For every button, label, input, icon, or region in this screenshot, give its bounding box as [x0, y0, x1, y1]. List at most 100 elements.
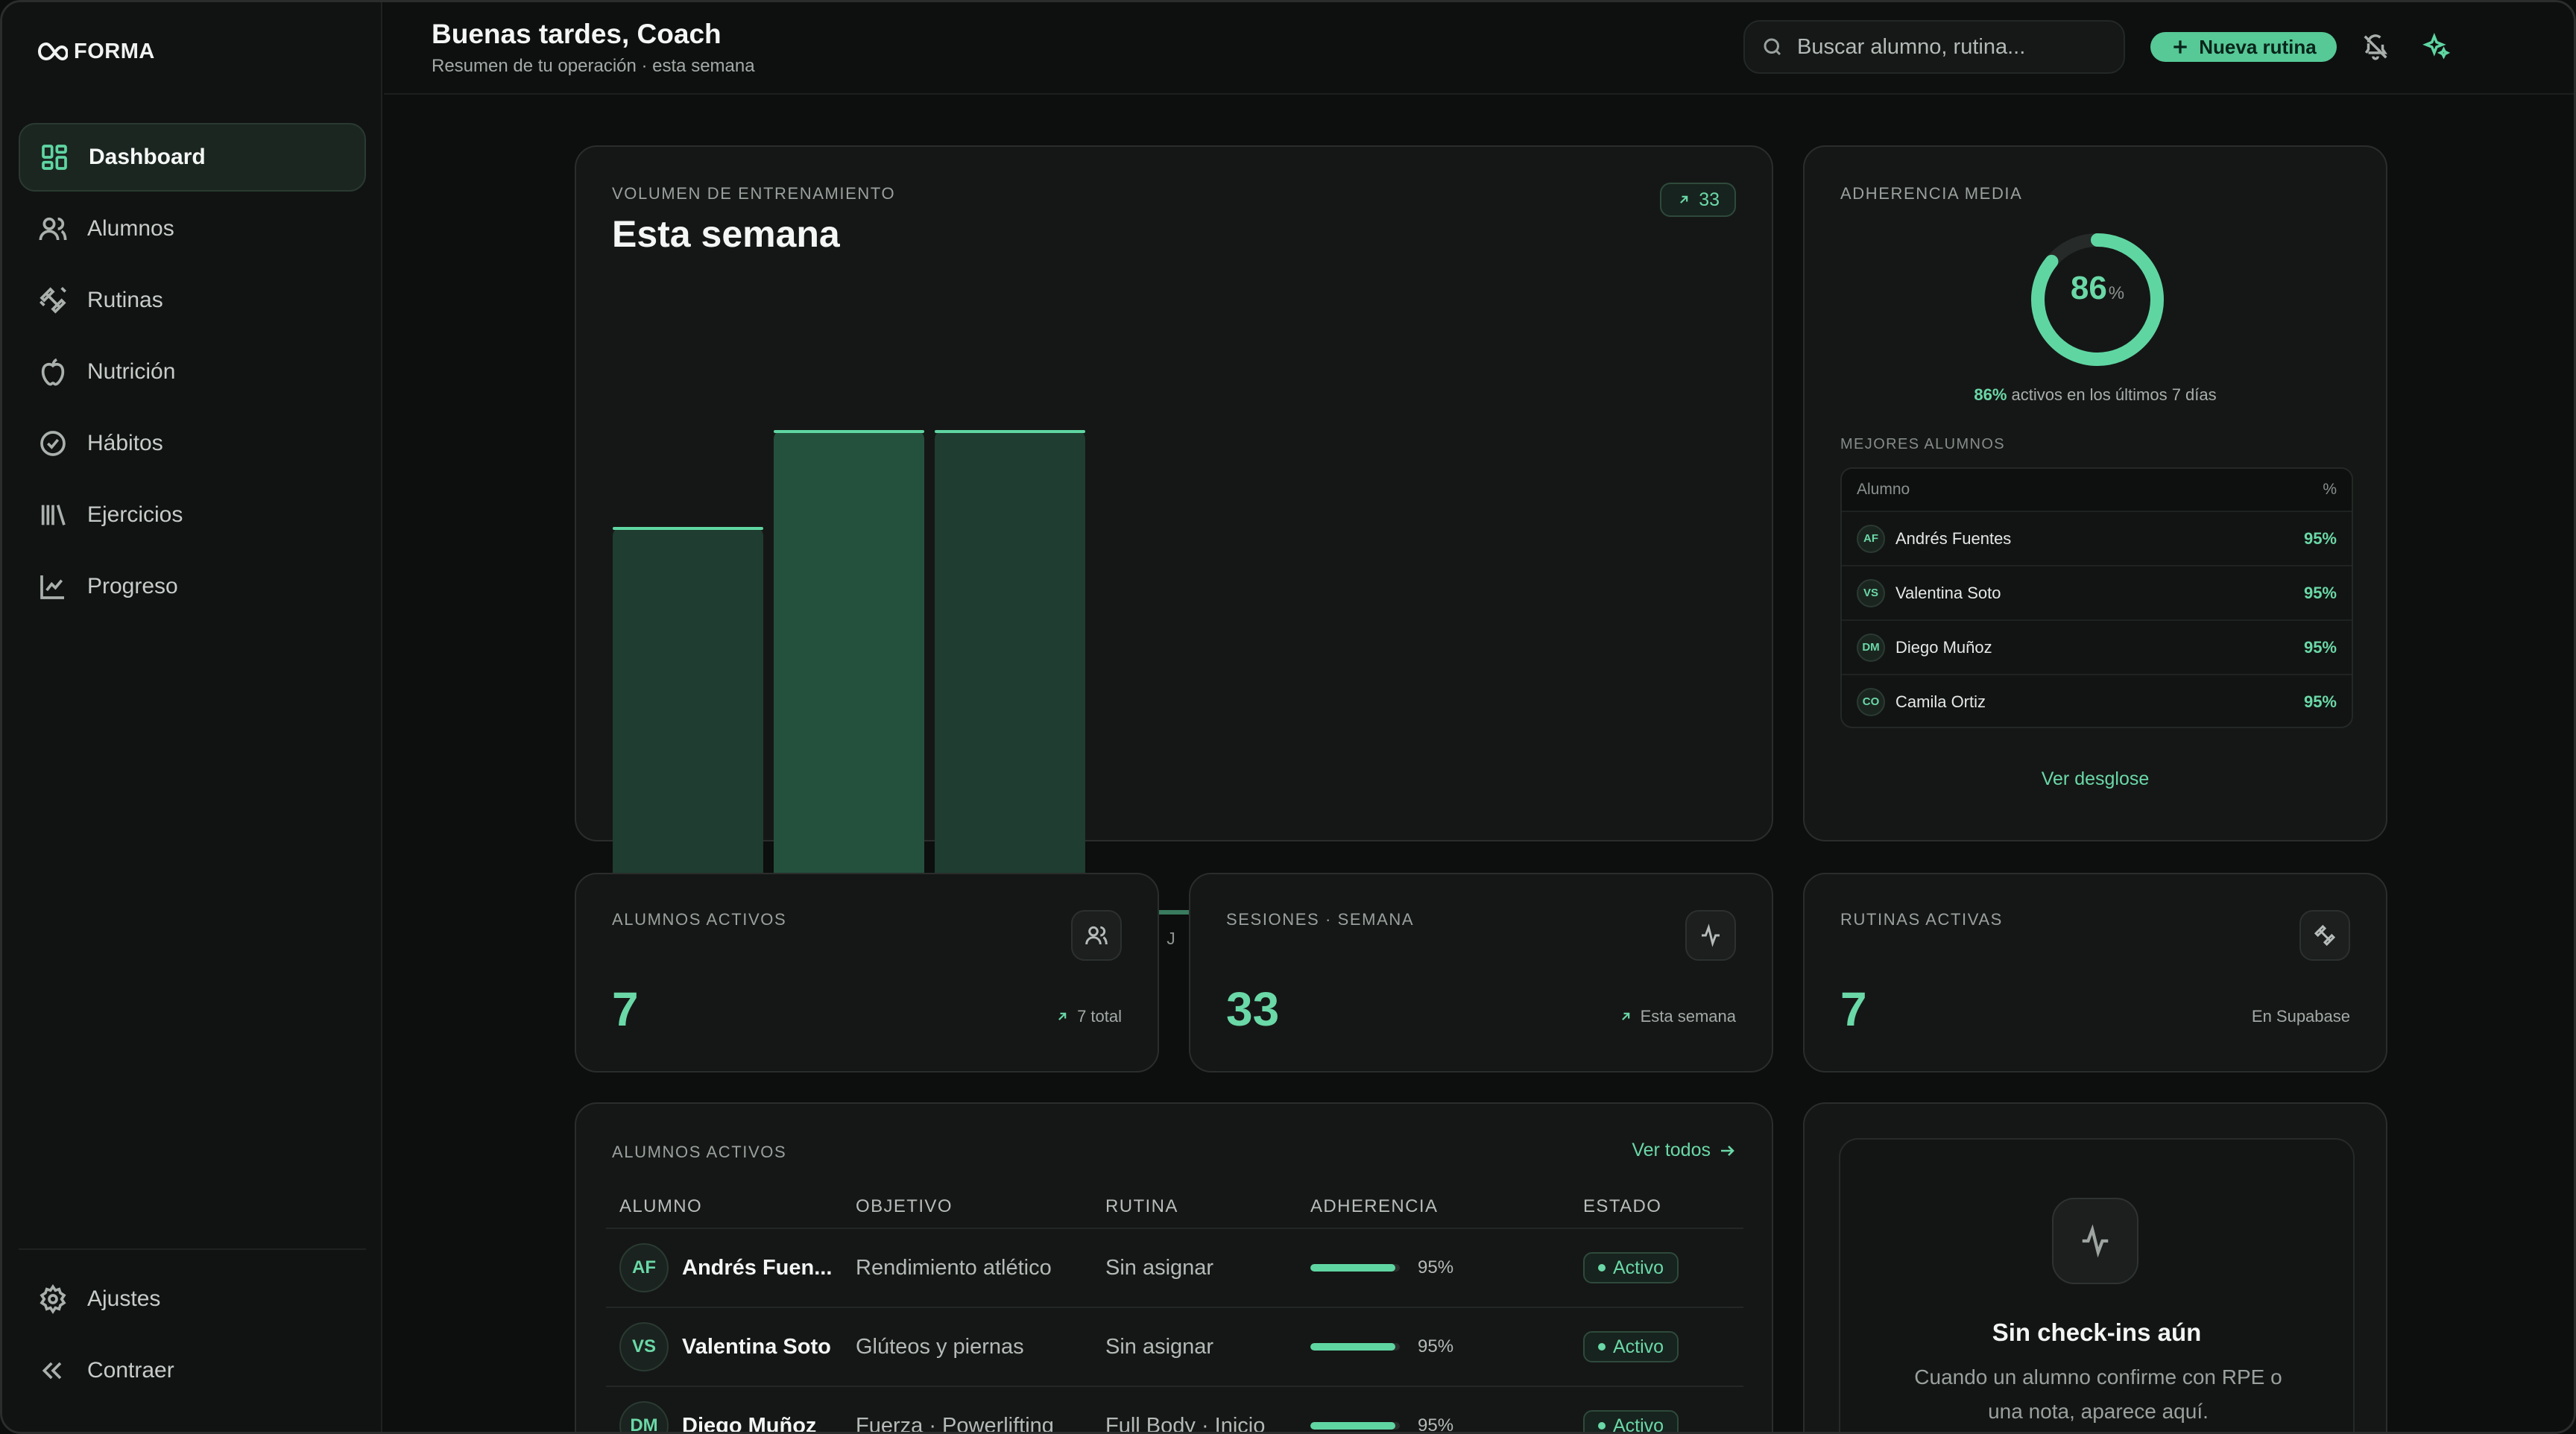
stat-label: RUTINAS ACTIVAS — [1840, 910, 2003, 929]
cell-status: Activo — [1583, 1252, 1743, 1283]
active-students-table-card: ALUMNOS ACTIVOS Ver todos ALUMNO OBJETIV… — [575, 1102, 1773, 1434]
list-item[interactable]: VS Valentina Soto 95% — [1842, 565, 2352, 619]
arrow-up-right-icon — [1058, 1012, 1067, 1020]
stat-icon-box — [1071, 910, 1122, 961]
cell-status: Activo — [1583, 1410, 1743, 1432]
student-name: Diego Muñoz — [1895, 637, 1992, 657]
stat-card-active-routines: RUTINAS ACTIVAS 7 En Supabase — [1803, 873, 2387, 1073]
adherence-bar-fill — [1310, 1343, 1395, 1351]
training-volume-card: VOLUMEN DE ENTRENAMIENTO Esta semana 33 … — [575, 145, 1773, 948]
table-row[interactable]: VS Valentina Soto Glúteos y piernas Sin … — [606, 1308, 1743, 1387]
sidebar-item-label: Nutrición — [87, 359, 176, 384]
sidebar-item-contraer[interactable]: Contraer — [19, 1336, 366, 1405]
cell-student: DM Diego Muñoz — [606, 1401, 856, 1434]
sidebar-item-nutricion[interactable]: Nutrición — [19, 338, 366, 406]
adherence-value: 86 — [2070, 270, 2107, 306]
cell-goal: Rendimiento atlético — [856, 1255, 1052, 1280]
adherence-value: 95% — [1418, 1336, 1454, 1356]
stat-note: 7 total — [1055, 1007, 1122, 1026]
stat-note: En Supabase — [2252, 1007, 2350, 1026]
chart-bar-top-edge — [774, 430, 924, 433]
adherence-caption-text: activos en los últimos 7 días — [2007, 385, 2217, 404]
checkins-icon-box — [2052, 1198, 2138, 1284]
adherence-caption: 86% activos en los últimos 7 días — [1805, 385, 2386, 405]
best-table-header: Alumno % — [1842, 469, 2352, 511]
list-item[interactable]: CO Camila Ortiz 95% — [1842, 674, 2352, 727]
sidebar-item-ajustes[interactable]: Ajustes — [19, 1265, 366, 1333]
view-all-link[interactable]: Ver todos — [1632, 1140, 1736, 1161]
sidebar-item-alumnos[interactable]: Alumnos — [19, 195, 366, 263]
student-name: Camila Ortiz — [1895, 692, 1986, 711]
view-all-label: Ver todos — [1632, 1140, 1711, 1160]
avatar: AF — [619, 1243, 669, 1292]
best-students-title: MEJORES ALUMNOS — [1840, 436, 2006, 452]
adherence-unit: % — [2108, 283, 2125, 303]
card-eyebrow: ALUMNOS ACTIVOS — [612, 1143, 787, 1161]
ring-value: 86% — [2027, 270, 2168, 307]
sidebar-item-label: Alumnos — [87, 216, 174, 241]
stat-card-active-students: ALUMNOS ACTIVOS 7 7 total — [575, 873, 1159, 1073]
new-routine-label: Nueva rutina — [2199, 35, 2317, 58]
list-item[interactable]: DM Diego Muñoz 95% — [1842, 619, 2352, 674]
status-badge: Activo — [1583, 1331, 1679, 1362]
status-dot — [1598, 1422, 1606, 1430]
apple-icon — [41, 358, 65, 386]
column-header-rutina[interactable]: RUTINA — [1105, 1196, 1178, 1216]
checkins-empty-state: Sin check-ins aún Cuando un alumno confi… — [1839, 1138, 2355, 1432]
stat-card-sessions: SESIONES · SEMANA 33 Esta semana — [1189, 873, 1773, 1073]
notifications-button[interactable] — [2359, 31, 2392, 63]
sidebar-item-progreso[interactable]: Progreso — [19, 552, 366, 621]
cell-student: VS Valentina Soto — [606, 1322, 856, 1371]
table-row[interactable]: AF Andrés Fuen... Rendimiento atlético S… — [606, 1229, 1743, 1308]
avatar: AF — [1857, 524, 1885, 553]
table-row[interactable]: DM Diego Muñoz Fuerza · Powerlifting Ful… — [606, 1387, 1743, 1434]
column-header-objetivo[interactable]: OBJETIVO — [856, 1196, 953, 1216]
column-header-alumno[interactable]: ALUMNO — [619, 1196, 703, 1216]
sparkles-button[interactable] — [2420, 31, 2453, 63]
student-adherence: 95% — [2303, 692, 2337, 711]
dumbbell-icon — [40, 287, 66, 314]
student-name: Diego Muñoz — [682, 1413, 817, 1434]
library-icon — [41, 505, 66, 525]
sidebar-item-dashboard[interactable]: Dashboard — [19, 123, 366, 192]
column-header-adherencia[interactable]: ADHERENCIA — [1310, 1196, 1439, 1216]
sidebar-item-ejercicios[interactable]: Ejercicios — [19, 481, 366, 549]
search-input[interactable] — [1797, 34, 2095, 60]
status-badge: Activo — [1583, 1252, 1679, 1283]
cell-student: AF Andrés Fuen... — [606, 1243, 856, 1292]
brand-logo[interactable]: FORMA — [29, 35, 155, 68]
view-breakdown-link[interactable]: Ver desglose — [2041, 768, 2150, 789]
grid-icon — [42, 145, 67, 170]
volume-badge: 33 — [1660, 183, 1736, 217]
sparkles-icon — [2422, 33, 2451, 60]
status-dot — [1598, 1343, 1606, 1351]
column-header-estado[interactable]: ESTADO — [1583, 1196, 1662, 1216]
sidebar-item-label: Hábitos — [87, 431, 163, 455]
avatar: VS — [1857, 578, 1885, 607]
new-routine-button[interactable]: Nueva rutina — [2150, 32, 2337, 62]
top-header: Buenas tardes, Coach Resumen de tu opera… — [384, 2, 2574, 95]
search-box[interactable] — [1743, 20, 2125, 74]
chevrons-left-icon — [42, 1362, 62, 1380]
adherence-ring — [2031, 233, 2164, 366]
sidebar-bottom: Ajustes Contraer — [19, 1248, 366, 1408]
adherence-value: 95% — [1418, 1257, 1454, 1277]
best-students-table: Alumno % AF Andrés Fuentes 95% VS Valent… — [1840, 467, 2353, 728]
chart-bar-top-edge — [613, 527, 763, 530]
card-title: Esta semana — [612, 213, 840, 255]
sidebar-nav: Dashboard Alumnos Rutinas Nutrición Hábi… — [19, 123, 366, 624]
stat-value: 33 — [1226, 982, 1280, 1036]
status-label: Activo — [1613, 1336, 1664, 1357]
chart-bar-1[interactable] — [774, 430, 924, 915]
bell-off-icon — [2364, 34, 2387, 60]
sidebar-item-rutinas[interactable]: Rutinas — [19, 266, 366, 335]
list-item[interactable]: AF Andrés Fuentes 95% — [1842, 511, 2352, 565]
sidebar-item-habitos[interactable]: Hábitos — [19, 409, 366, 478]
chart-bar-2[interactable] — [935, 430, 1085, 915]
student-adherence: 95% — [2303, 528, 2337, 548]
adherence-card: ADHERENCIA MEDIA 86% 86% activos en los … — [1803, 145, 2387, 841]
students-table: ALUMNO OBJETIVO RUTINA ADHERENCIA ESTADO… — [606, 1186, 1743, 1434]
gear-icon — [40, 1284, 66, 1314]
chart-bar-0[interactable] — [613, 527, 763, 915]
